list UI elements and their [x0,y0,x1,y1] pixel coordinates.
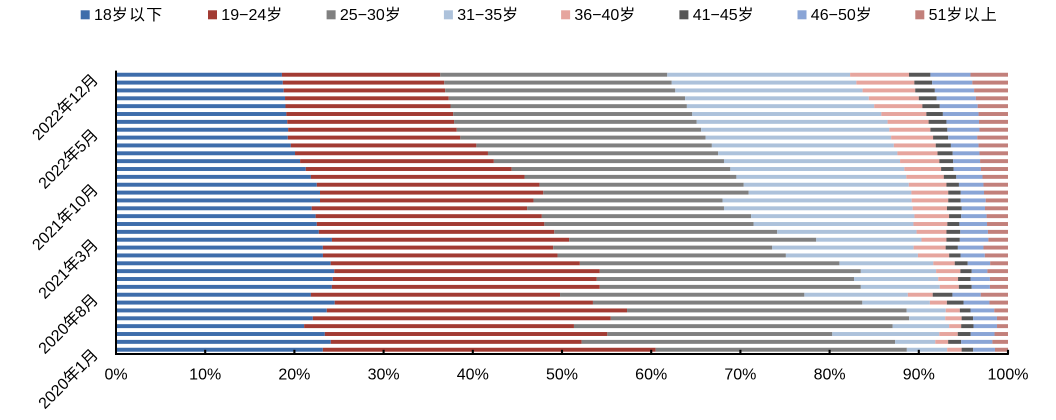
svg-text:20%: 20% [278,367,310,384]
svg-text:25−30: 25−30 [340,7,385,24]
svg-text:41−45: 41−45 [693,7,738,24]
svg-text:70%: 70% [724,367,756,384]
svg-text:30%: 30% [368,367,400,384]
svg-text:80%: 80% [814,367,846,384]
svg-text:100%: 100% [988,367,1029,384]
svg-text:31−35: 31−35 [457,7,502,24]
svg-text:40%: 40% [457,367,489,384]
svg-text:46−50: 46−50 [811,7,856,24]
svg-text:51: 51 [929,7,947,24]
svg-text:0%: 0% [104,367,127,384]
svg-text:10%: 10% [189,367,221,384]
svg-text:90%: 90% [903,367,935,384]
svg-text:36−40: 36−40 [574,7,619,24]
svg-text:18: 18 [94,7,112,24]
svg-text:60%: 60% [635,367,667,384]
svg-text:50%: 50% [546,367,578,384]
svg-text:19−24: 19−24 [221,7,266,24]
